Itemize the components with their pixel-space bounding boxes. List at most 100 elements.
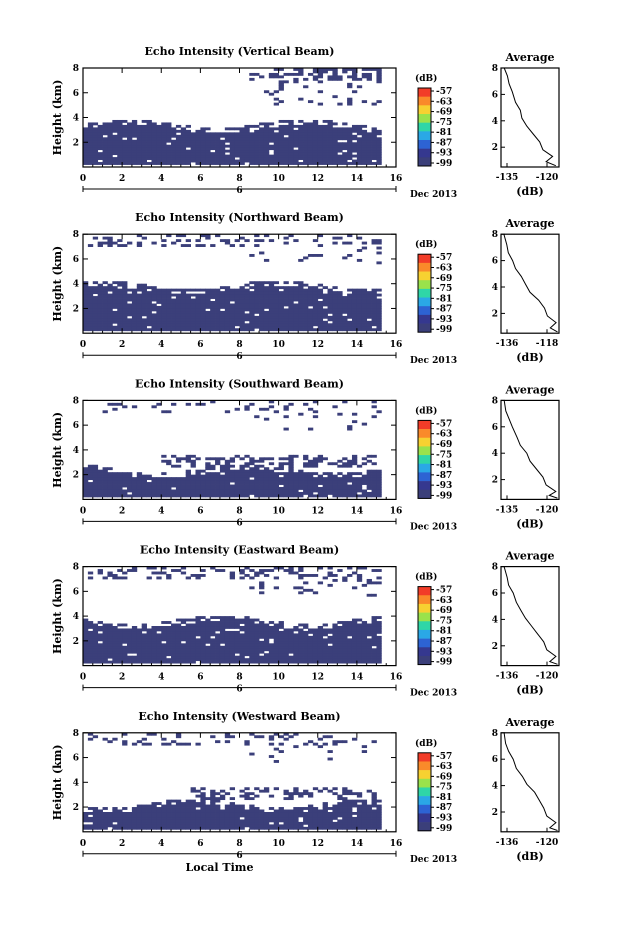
heatmap-cell: [361, 626, 368, 629]
heatmap-cell: [239, 789, 245, 793]
heatmap-cell: [185, 626, 191, 629]
heatmap-cell: [107, 653, 113, 657]
heatmap-cell: [332, 154, 338, 158]
heatmap-cell: [371, 621, 377, 624]
heatmap-cell: [283, 154, 289, 158]
heatmap-cell: [327, 328, 333, 332]
heatmap-cell: [215, 293, 221, 297]
heatmap-cell: [366, 578, 372, 582]
heatmap-cell: [307, 301, 314, 304]
heatmap-cell: [175, 137, 182, 141]
heatmap-cell: [259, 479, 265, 483]
heatmap-cell: [87, 621, 94, 624]
heatmap-cell: [342, 630, 348, 634]
heatmap-cell: [303, 301, 309, 304]
heatmap-cell: [249, 157, 255, 160]
heatmap-cell: [200, 301, 206, 304]
heatmap-cell: [278, 320, 284, 324]
heatmap-cell: [136, 137, 143, 141]
heatmap-cell: [146, 812, 152, 815]
heatmap-cell: [263, 137, 270, 141]
heatmap-cell: [107, 147, 113, 151]
heatmap-cell: [356, 650, 363, 654]
heatmap-cell: [317, 303, 324, 307]
heatmap-cell: [83, 472, 89, 476]
colorbar-swatch: [418, 455, 431, 465]
heatmap-cell: [224, 623, 231, 627]
heatmap-cell: [283, 318, 289, 322]
heatmap-cell: [166, 305, 172, 309]
heatmap-cell: [254, 293, 260, 297]
heatmap-cell: [322, 623, 328, 627]
heatmap-cell: [371, 132, 377, 136]
heatmap-cell: [200, 328, 206, 332]
heatmap-cell: [219, 826, 226, 830]
heatmap-cell: [317, 658, 324, 662]
heatmap-cell: [278, 310, 284, 314]
heatmap-cell: [83, 628, 89, 632]
heatmap-cell: [171, 740, 177, 744]
heatmap-cell: [229, 643, 236, 647]
heatmap-cell: [122, 301, 128, 304]
heatmap-cell: [229, 814, 236, 818]
heatmap-cell: [161, 737, 167, 741]
heatmap-cell: [361, 129, 368, 133]
heatmap-cell: [317, 628, 324, 632]
heatmap-cell: [303, 630, 309, 634]
heatmap-cell: [127, 826, 133, 830]
heatmap-cell: [254, 638, 260, 642]
heatmap-cell: [112, 122, 118, 126]
heatmap-cell: [141, 807, 147, 810]
heatmap-cell: [288, 124, 294, 128]
heatmap-cell: [107, 660, 113, 664]
heatmap-cell: [215, 797, 221, 801]
heatmap-cell: [283, 477, 289, 481]
heatmap-cell: [195, 472, 201, 476]
heatmap-cell: [151, 732, 157, 736]
heatmap-cell: [317, 653, 324, 657]
heatmap-cell: [259, 308, 265, 312]
heatmap-cell: [127, 134, 133, 138]
heatmap-cell: [259, 132, 265, 136]
heatmap-cell: [195, 303, 201, 307]
heatmap-cell: [268, 807, 275, 810]
heatmap-cell: [146, 315, 152, 319]
heatmap-cell: [366, 491, 372, 495]
colorbar-tick-label: -99: [436, 658, 452, 668]
heatmap-cell: [366, 293, 372, 297]
heatmap-cell: [307, 127, 314, 131]
heatmap-cell: [161, 325, 167, 329]
heatmap-cell: [122, 628, 128, 632]
heatmap-cell: [239, 244, 245, 247]
heatmap-cell: [278, 812, 284, 815]
heatmap-cell: [254, 640, 260, 644]
heatmap-cell: [268, 281, 275, 285]
heatmap-cell: [317, 819, 324, 823]
heatmap-cell: [215, 159, 221, 163]
heatmap-cell: [190, 147, 196, 151]
heatmap-cell: [131, 298, 138, 302]
heatmap-cell: [239, 640, 245, 644]
heatmap-cell: [312, 162, 319, 165]
heatmap-cell: [219, 487, 226, 490]
average-title: Average: [504, 550, 554, 563]
heatmap-cell: [283, 415, 289, 419]
heatmap-cell: [215, 320, 221, 324]
heatmap-cell: [146, 154, 152, 158]
heatmap-cell: [136, 643, 143, 647]
heatmap-cell: [107, 740, 113, 744]
heatmap-cell: [298, 281, 304, 285]
heatmap-cell: [224, 137, 231, 141]
heatmap-cell: [215, 491, 221, 495]
heatmap-cell: [136, 494, 143, 498]
heatmap-cell: [205, 479, 211, 483]
heatmap-cell: [161, 298, 167, 302]
heatmap-cell: [317, 489, 324, 493]
colorbar-swatch: [418, 463, 431, 473]
heatmap-cell: [273, 281, 280, 285]
heatmap-cell: [131, 405, 138, 409]
heatmap-cell: [317, 655, 324, 659]
heatmap-cell: [307, 792, 314, 796]
heatmap-cell: [195, 323, 201, 327]
